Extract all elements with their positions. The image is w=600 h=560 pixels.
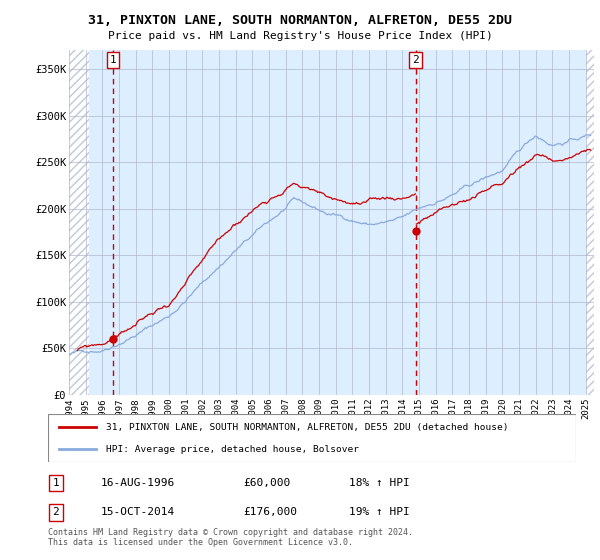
Text: 31, PINXTON LANE, SOUTH NORMANTON, ALFRETON, DE55 2DU: 31, PINXTON LANE, SOUTH NORMANTON, ALFRE…: [88, 14, 512, 27]
Text: 1: 1: [109, 55, 116, 65]
Text: 2: 2: [412, 55, 419, 65]
Text: Price paid vs. HM Land Registry's House Price Index (HPI): Price paid vs. HM Land Registry's House …: [107, 31, 493, 41]
Text: £60,000: £60,000: [244, 478, 290, 488]
Text: 15-OCT-2014: 15-OCT-2014: [101, 507, 175, 517]
Bar: [69, 50, 89, 395]
Text: 18% ↑ HPI: 18% ↑ HPI: [349, 478, 410, 488]
Bar: [69, 50, 89, 395]
Text: £176,000: £176,000: [244, 507, 298, 517]
Bar: [586, 50, 594, 395]
Bar: [586, 50, 594, 395]
Text: 19% ↑ HPI: 19% ↑ HPI: [349, 507, 410, 517]
FancyBboxPatch shape: [48, 414, 576, 462]
Text: 16-AUG-1996: 16-AUG-1996: [101, 478, 175, 488]
Text: HPI: Average price, detached house, Bolsover: HPI: Average price, detached house, Bols…: [106, 445, 359, 454]
Text: 2: 2: [53, 507, 59, 517]
Text: Contains HM Land Registry data © Crown copyright and database right 2024.
This d: Contains HM Land Registry data © Crown c…: [48, 528, 413, 547]
Text: 1: 1: [53, 478, 59, 488]
Text: 31, PINXTON LANE, SOUTH NORMANTON, ALFRETON, DE55 2DU (detached house): 31, PINXTON LANE, SOUTH NORMANTON, ALFRE…: [106, 423, 509, 432]
